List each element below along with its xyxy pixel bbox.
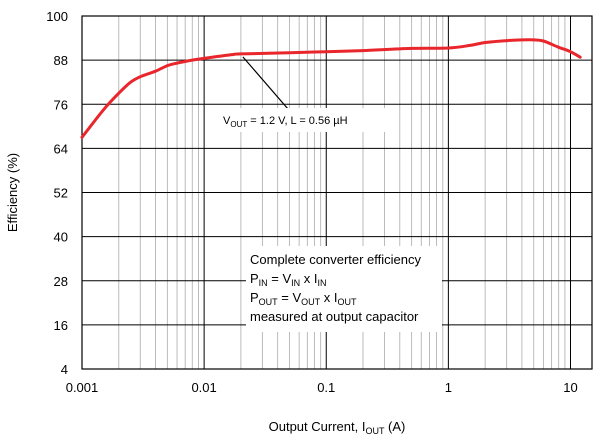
y-tick-label: 64 <box>54 141 68 156</box>
y-tick-label: 52 <box>54 186 68 201</box>
x-axis-title: Output Current, IOUT (A) <box>269 419 406 436</box>
y-tick-label: 88 <box>54 53 68 68</box>
series-label: VOUT = 1.2 V, L = 0.56 µH <box>223 115 348 129</box>
x-tick-label: 1 <box>445 380 452 395</box>
note-line: POUT = VOUT x IOUT <box>250 290 357 307</box>
x-tick-label: 0.1 <box>317 380 335 395</box>
x-axis-title-tail: (A) <box>384 419 405 434</box>
note-line: measured at output capacitor <box>250 309 419 324</box>
note-line: Complete converter efficiency <box>250 252 422 267</box>
y-tick-label: 76 <box>54 97 68 112</box>
series-label-box <box>217 108 395 132</box>
tick-labels: 100 88 76 64 52 40 28 16 4 0.001 0.01 0.1 1 10 <box>46 9 577 395</box>
note-line: PIN = VIN x IIN <box>250 271 327 288</box>
y-axis-title: Efficiency (%) <box>5 153 20 232</box>
x-tick-label: 0.001 <box>66 380 99 395</box>
efficiency-series-line <box>80 38 582 139</box>
x-axis-title-main: Output Current, I <box>269 419 366 434</box>
x-tick-label: 10 <box>563 380 577 395</box>
notes-box <box>246 246 442 332</box>
x-tick-label: 0.01 <box>191 380 216 395</box>
x-axis-title-sub: OUT <box>365 426 385 436</box>
y-tick-label: 28 <box>54 274 68 289</box>
annotations: VOUT = 1.2 V, L = 0.56 µH Complete conver… <box>217 56 442 332</box>
y-tick-label: 16 <box>54 318 68 333</box>
y-tick-label: 100 <box>46 9 68 24</box>
plot-frame <box>81 15 593 370</box>
y-tick-label: 4 <box>61 362 68 377</box>
leader-line <box>242 56 289 110</box>
y-tick-label: 40 <box>54 230 68 245</box>
series-layer <box>80 38 582 139</box>
